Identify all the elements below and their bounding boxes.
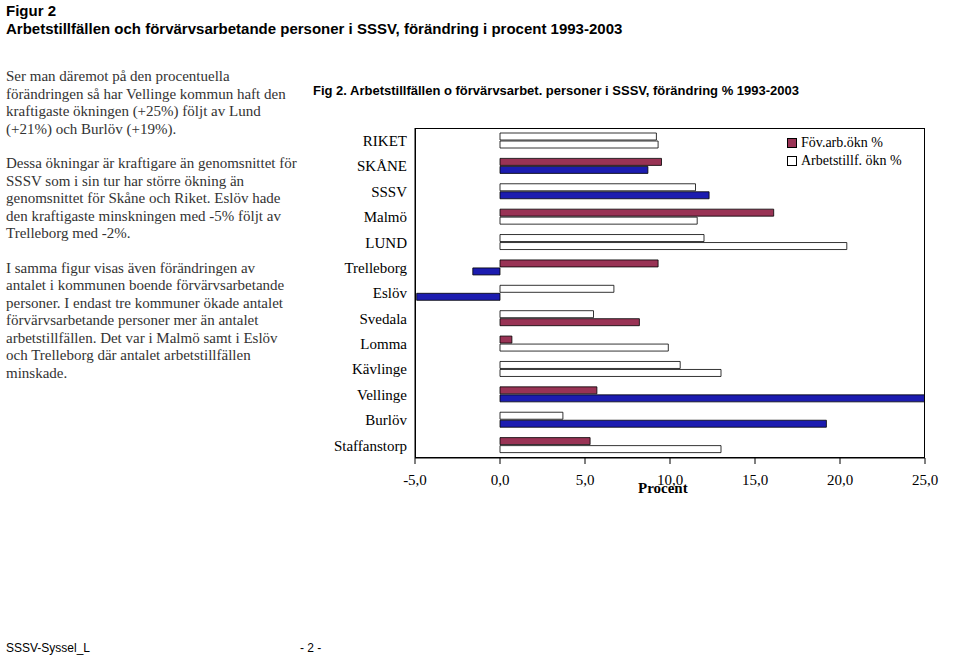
svg-text:Burlöv: Burlöv xyxy=(365,412,407,428)
svg-text:5,0: 5,0 xyxy=(576,472,595,488)
svg-text:Staffanstorp: Staffanstorp xyxy=(334,438,407,454)
svg-text:0,0: 0,0 xyxy=(491,472,510,488)
svg-text:Kävlinge: Kävlinge xyxy=(352,361,407,377)
svg-text:LUND: LUND xyxy=(365,235,407,251)
svg-text:20,0: 20,0 xyxy=(827,472,853,488)
svg-text:SKÅNE: SKÅNE xyxy=(357,158,407,174)
svg-text:Trelleborg: Trelleborg xyxy=(344,260,407,276)
svg-text:Lomma: Lomma xyxy=(360,336,407,352)
svg-text:Svedala: Svedala xyxy=(360,311,408,327)
svg-text:SSSV: SSSV xyxy=(371,184,407,200)
svg-text:RIKET: RIKET xyxy=(363,133,407,149)
svg-text:25,0: 25,0 xyxy=(912,472,938,488)
svg-text:Malmö: Malmö xyxy=(364,209,407,225)
svg-text:15,0: 15,0 xyxy=(742,472,768,488)
svg-text:Eslöv: Eslöv xyxy=(373,285,408,301)
svg-text:Vellinge: Vellinge xyxy=(357,387,407,403)
svg-text:-5,0: -5,0 xyxy=(403,472,427,488)
